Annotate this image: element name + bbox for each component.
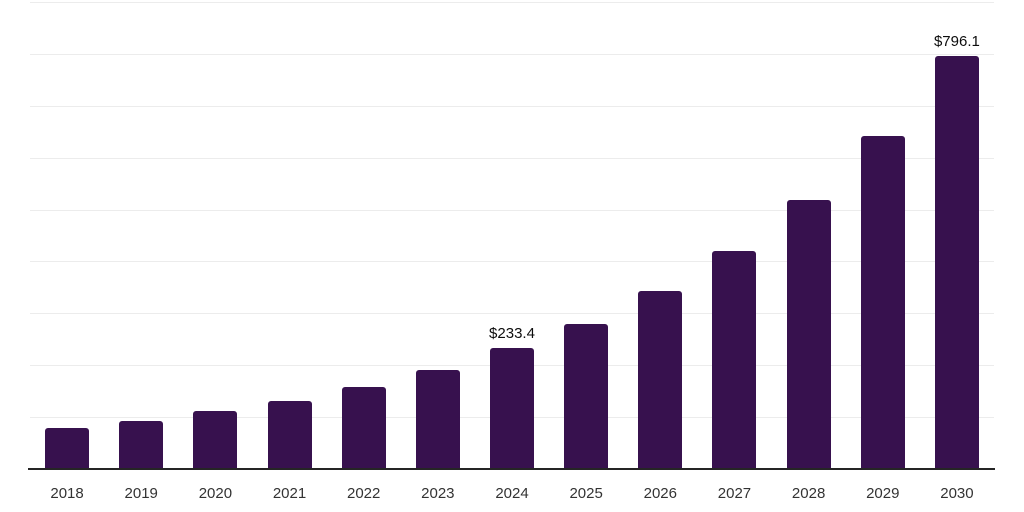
x-axis-line — [28, 468, 995, 470]
bar-2024 — [490, 347, 534, 469]
x-axis-label-2022: 2022 — [347, 485, 381, 502]
bar-value-label-2024: $233.4 — [489, 324, 535, 342]
x-axis-label-2030: 2030 — [940, 485, 974, 502]
x-axis-label-2021: 2021 — [272, 485, 307, 502]
bar-chart-plot-area: $233.4 $796.1 — [30, 2, 994, 469]
bar-2027 — [712, 251, 757, 469]
x-axis-labels: 2018 2019 2020 2021 2022 2023 2024 2025 2026 2027… — [30, 484, 994, 504]
x-axis-label-2023: 2023 — [421, 485, 455, 502]
x-axis-label-2029: 2029 — [866, 485, 900, 502]
x-axis-label-2028: 2028 — [791, 485, 826, 502]
bar-2030 — [934, 55, 979, 469]
x-axis-label-2026: 2026 — [643, 485, 677, 502]
x-axis-label-2020: 2020 — [198, 485, 233, 502]
bar-2021 — [267, 401, 312, 469]
gridline — [30, 2, 994, 3]
gridline — [30, 313, 994, 315]
gridline — [30, 53, 994, 55]
bar-2026 — [638, 291, 683, 469]
bar-value-label-2030: $796.1 — [933, 32, 980, 50]
bar-2019 — [119, 420, 164, 469]
bar-2029 — [860, 135, 905, 469]
gridline — [30, 261, 994, 263]
gridline — [30, 157, 994, 159]
x-axis-label-2024: 2024 — [495, 485, 529, 502]
bar-2025 — [564, 323, 609, 469]
gridline — [30, 209, 994, 211]
bar-2028 — [786, 199, 831, 469]
x-axis-label-2027: 2027 — [717, 485, 752, 502]
x-axis-label-2025: 2025 — [569, 485, 603, 502]
x-axis-label-2018: 2018 — [50, 485, 84, 502]
bar-2022 — [341, 387, 386, 469]
bar-2018 — [45, 428, 90, 469]
bar-2023 — [415, 369, 460, 469]
bar-2020 — [193, 411, 238, 469]
x-axis-label-2019: 2019 — [124, 485, 158, 502]
gridline — [30, 105, 994, 107]
